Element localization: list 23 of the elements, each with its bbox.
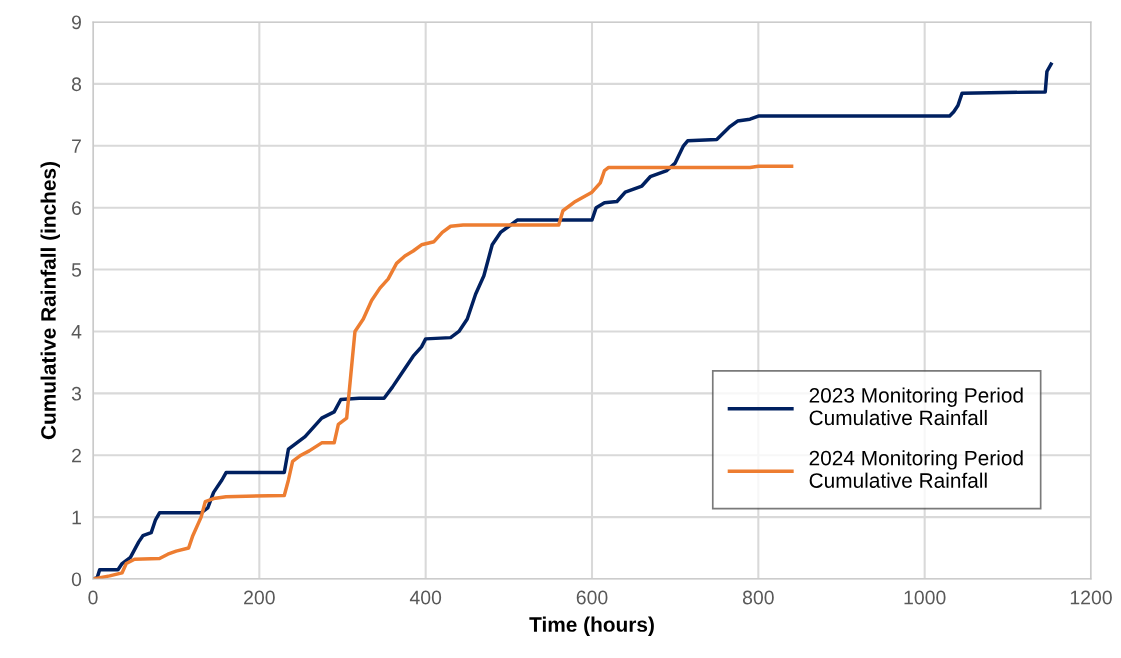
y-tick-label: 9 — [71, 15, 81, 30]
y-tick-label: 7 — [72, 139, 81, 153]
x-tick-label: 200 — [244, 590, 275, 605]
legend-label: 2023 Monitoring Period Cumulative Rainfall — [809, 387, 1023, 426]
y-tick-label: 2 — [72, 448, 81, 463]
x-tick-label: 400 — [409, 590, 442, 605]
y-tick-label: 1 — [72, 510, 81, 525]
x-tick-label: 800 — [742, 590, 774, 605]
x-tick-label: 0 — [88, 590, 98, 605]
y-tick-label: 6 — [72, 201, 82, 215]
legend-label: 2024 Monitoring Period Cumulative Rainfall — [809, 450, 1023, 488]
y-tick-label: 3 — [71, 386, 82, 401]
y-tick-label: 4 — [71, 325, 82, 339]
line-series — [93, 164, 794, 579]
x-tick-label: 1000 — [904, 590, 946, 605]
y-axis-title: Cumulative Rainfall (inches) — [40, 162, 60, 440]
x-axis-title: Time (hours) — [529, 616, 654, 636]
x-tick-label: 1200 — [1070, 590, 1112, 605]
line-series — [93, 62, 1053, 579]
y-tick-label: 0 — [71, 572, 82, 587]
y-tick-label: 5 — [71, 263, 82, 277]
x-tick-label: 600 — [576, 590, 608, 605]
y-tick-label: 8 — [71, 77, 82, 92]
